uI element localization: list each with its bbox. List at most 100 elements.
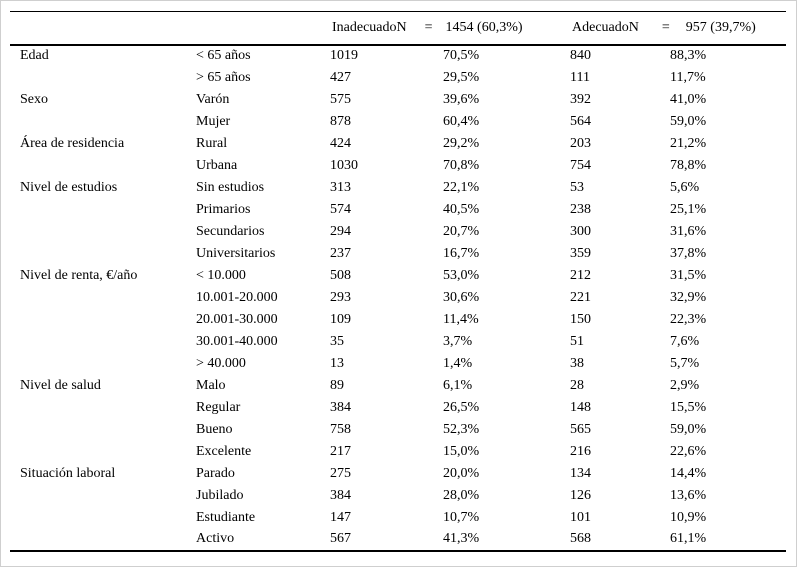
table-row: Nivel de renta, €/año < 10.000 508 53,0% 212… [10, 265, 786, 287]
table-row: Excelente 217 15,0% 216 22,6% [10, 441, 786, 463]
inadecuado-n-cell: 13 [330, 355, 344, 371]
inadecuado-n-cell: 508 [330, 267, 351, 283]
inadecuado-n-cell: 1019 [330, 48, 358, 63]
inadecuado-pct-cell: 28,0% [443, 487, 480, 503]
adecuado-pct-cell: 11,7% [670, 69, 706, 85]
inadecuado-n-cell: 574 [330, 201, 351, 217]
table-row: Edad < 65 años 1019 70,5% 840 88,3% [10, 45, 786, 67]
inadecuado-n-cell: 293 [330, 289, 351, 305]
adecuado-pct-cell: 22,3% [670, 311, 707, 327]
table-row: Estudiante 147 10,7% 101 10,9% [10, 507, 786, 529]
category-cell [10, 221, 196, 243]
header-inadecuado-total: 1454 (60,3%) [445, 19, 523, 35]
adecuado-pct-cell: 31,6% [670, 223, 707, 239]
subcategory-cell: Parado [196, 465, 235, 481]
subcategory-cell: Varón [196, 91, 230, 107]
inadecuado-n-cell: 89 [330, 377, 344, 393]
header-adecuado-group: AdecuadoN = 957 (39,7%) [570, 20, 786, 36]
inadecuado-pct-cell: 3,7% [443, 333, 473, 349]
adecuado-n-cell: 754 [570, 157, 592, 173]
adecuado-n-cell: 111 [570, 69, 590, 85]
category-cell: Edad [20, 48, 49, 63]
inadecuado-n-cell: 384 [330, 487, 351, 503]
subcategory-cell: Malo [196, 377, 226, 393]
subcategory-cell: Mujer [196, 113, 231, 129]
adecuado-pct-cell: 15,5% [670, 399, 707, 415]
category-cell: Situación laboral [20, 465, 116, 481]
table-row: Nivel de estudios Sin estudios 313 22,1% 53 5… [10, 177, 786, 199]
adecuado-pct-cell: 59,0% [670, 113, 707, 129]
subcategory-cell: Secundarios [196, 223, 265, 239]
category-cell [10, 331, 196, 353]
subcategory-cell: Bueno [196, 421, 233, 437]
subcategory-cell: > 65 años [196, 69, 251, 85]
table-row: Secundarios 294 20,7% 300 31,6% [10, 221, 786, 243]
table-row: 20.001-30.000 109 11,4% 150 22,3% [10, 309, 786, 331]
adecuado-pct-cell: 37,8% [670, 245, 707, 261]
inadecuado-pct-cell: 52,3% [443, 421, 480, 437]
subcategory-cell: Urbana [196, 157, 238, 173]
inadecuado-pct-cell: 6,1% [443, 377, 473, 393]
inadecuado-n-cell: 109 [330, 311, 351, 327]
category-cell [10, 111, 196, 133]
inadecuado-n-cell: 35 [330, 333, 344, 349]
inadecuado-n-cell: 217 [330, 443, 351, 459]
category-cell [10, 507, 196, 529]
table-row: Universitarios 237 16,7% 359 37,8% [10, 243, 786, 265]
adecuado-n-cell: 565 [570, 421, 592, 437]
table-row: Bueno 758 52,3% 565 59,0% [10, 419, 786, 441]
category-cell: Sexo [20, 91, 48, 107]
adecuado-n-cell: 216 [570, 443, 592, 459]
inadecuado-pct-cell: 40,5% [443, 201, 480, 217]
category-cell [10, 287, 196, 309]
inadecuado-pct-cell: 22,1% [443, 179, 480, 195]
header-inadecuado: InadecuadoN = 1454 (60,3%) [330, 12, 570, 45]
category-cell [10, 155, 196, 177]
subcategory-cell: 10.001-20.000 [196, 289, 278, 305]
category-cell: Nivel de renta, €/año [20, 267, 138, 283]
category-cell [10, 419, 196, 441]
header-adecuado-total: 957 (39,7%) [685, 19, 756, 35]
adecuado-pct-cell: 59,0% [670, 421, 707, 437]
table-row: Primarios 574 40,5% 238 25,1% [10, 199, 786, 221]
inadecuado-n-cell: 237 [330, 245, 351, 261]
inadecuado-n-cell: 384 [330, 399, 351, 415]
inadecuado-pct-cell: 70,8% [443, 157, 480, 173]
adecuado-n-cell: 359 [570, 245, 592, 261]
subcategory-cell: Jubilado [196, 487, 244, 503]
adecuado-pct-cell: 88,3% [670, 48, 707, 63]
adecuado-pct-cell: 21,2% [670, 135, 707, 151]
adecuado-n-cell: 221 [570, 289, 592, 305]
category-cell [10, 397, 196, 419]
header-adecuado: AdecuadoN = 957 (39,7%) [570, 12, 786, 45]
inadecuado-pct-cell: 26,5% [443, 399, 480, 415]
adecuado-n-cell: 134 [570, 465, 592, 481]
adecuado-pct-cell: 61,1% [670, 531, 707, 546]
table-header-row: InadecuadoN = 1454 (60,3%) AdecuadoN = 9… [10, 12, 787, 45]
adecuado-pct-cell: 32,9% [670, 289, 707, 305]
inadecuado-pct-cell: 15,0% [443, 443, 480, 459]
subcategory-cell: < 65 años [196, 48, 251, 63]
adecuado-pct-cell: 5,6% [670, 179, 700, 195]
subcategory-cell: Sin estudios [196, 179, 265, 195]
adecuado-n-cell: 38 [570, 355, 585, 371]
header-adecuado-label: AdecuadoN [572, 19, 639, 35]
table-row: 10.001-20.000 293 30,6% 221 32,9% [10, 287, 786, 309]
adecuado-pct-cell: 5,7% [670, 355, 700, 371]
inadecuado-pct-cell: 29,2% [443, 135, 480, 151]
inadecuado-n-cell: 427 [330, 69, 351, 85]
header-adecuado-equals: = [661, 19, 670, 35]
adecuado-n-cell: 238 [570, 201, 592, 217]
header-category-empty [10, 12, 196, 45]
adecuado-n-cell: 51 [570, 333, 585, 349]
category-cell [10, 67, 196, 89]
adecuado-n-cell: 212 [570, 267, 592, 283]
adecuado-pct-cell: 22,6% [670, 443, 707, 459]
subcategory-cell: 30.001-40.000 [196, 333, 278, 349]
subcategory-cell: Rural [196, 135, 228, 151]
adecuado-n-cell: 300 [570, 223, 592, 239]
adecuado-n-cell: 101 [570, 509, 592, 525]
table-row: Área de residencia Rural 424 29,2% 203 21,2% [10, 133, 786, 155]
category-cell: Área de residencia [20, 135, 125, 151]
table-body: Edad < 65 años 1019 70,5% 840 88,3% > 65 años 4… [10, 45, 786, 551]
